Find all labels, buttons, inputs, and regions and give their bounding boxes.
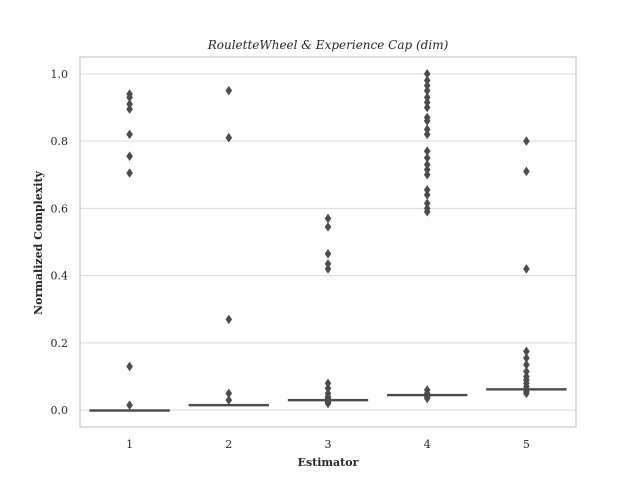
outlier-point [324, 378, 332, 389]
outlier-point [423, 164, 431, 175]
x-tick-label: 5 [523, 438, 530, 451]
x-tick-label: 4 [424, 438, 431, 451]
outlier-point [523, 166, 530, 177]
outlier-point [324, 383, 332, 394]
box-group-5 [486, 136, 567, 399]
outlier-point [126, 151, 133, 162]
y-tick-label: 0.0 [51, 404, 69, 417]
box-series [89, 69, 567, 412]
plot-frame [79, 56, 577, 428]
outlier-point [423, 185, 431, 195]
x-tick-label: 3 [325, 438, 332, 451]
x-tick-label: 1 [126, 438, 133, 451]
outlier-point [423, 153, 431, 163]
outlier-point [423, 85, 431, 96]
y-tick-label: 1.0 [51, 68, 69, 81]
y-axis-label: Normalized Complexity [32, 170, 45, 314]
outlier-point [423, 169, 431, 180]
outlier-point [523, 346, 530, 357]
box-group-4 [387, 69, 468, 404]
outlier-point [423, 190, 431, 200]
box-group-2 [188, 85, 269, 407]
outlier-point [324, 259, 332, 269]
chart-title: RouletteWheel & Experience Cap (dim) [207, 38, 449, 52]
x-tick-labels: 1 2 3 4 5 [126, 438, 530, 451]
outlier-point [126, 89, 133, 99]
outlier-point [423, 102, 431, 113]
outlier-point [126, 104, 133, 114]
outlier-point [225, 395, 233, 405]
outlier-point [423, 203, 431, 214]
outlier-point [423, 75, 431, 86]
outlier-point [324, 213, 332, 224]
outlier-point [523, 371, 530, 382]
outlier-point [225, 132, 233, 143]
outlier-point [126, 361, 133, 372]
y-tick-label: 0.2 [51, 337, 69, 350]
outlier-point [423, 146, 431, 156]
outlier-point [225, 388, 233, 399]
outlier-point [324, 248, 332, 259]
y-tick-labels: 0.0 0.2 0.4 0.6 0.8 1.0 [51, 68, 69, 417]
outlier-point [523, 366, 530, 377]
outlier-point [423, 69, 431, 79]
outlier-point [523, 136, 530, 146]
outlier-point [324, 264, 332, 274]
outlier-point [423, 159, 431, 170]
outlier-point [423, 92, 431, 103]
outlier-point [423, 124, 431, 135]
outlier-point [324, 222, 332, 232]
outlier-point [423, 97, 431, 108]
outlier-point [126, 129, 133, 140]
outlier-point [126, 168, 133, 178]
outlier-point [523, 353, 530, 363]
outlier-point [225, 85, 233, 96]
outlier-point [423, 80, 431, 91]
outlier-point [423, 198, 431, 209]
box-group-3 [287, 213, 369, 409]
outlier-point [523, 359, 530, 370]
y-tick-label: 0.4 [51, 270, 69, 283]
outlier-point [126, 99, 133, 109]
x-tick-label: 2 [225, 438, 232, 451]
y-tick-label: 0.8 [51, 135, 69, 148]
grid-lines [80, 73, 576, 411]
y-tick-label: 0.6 [51, 202, 69, 215]
outlier-point [523, 386, 530, 397]
outlier-point [423, 129, 431, 140]
outlier-point [126, 400, 133, 410]
outlier-point [523, 264, 530, 274]
box-group-1 [89, 89, 170, 412]
outlier-point [324, 388, 332, 399]
outlier-point [423, 112, 431, 123]
outlier-point [423, 385, 431, 395]
x-axis-label: Estimator [298, 456, 359, 469]
outlier-point [225, 314, 233, 325]
